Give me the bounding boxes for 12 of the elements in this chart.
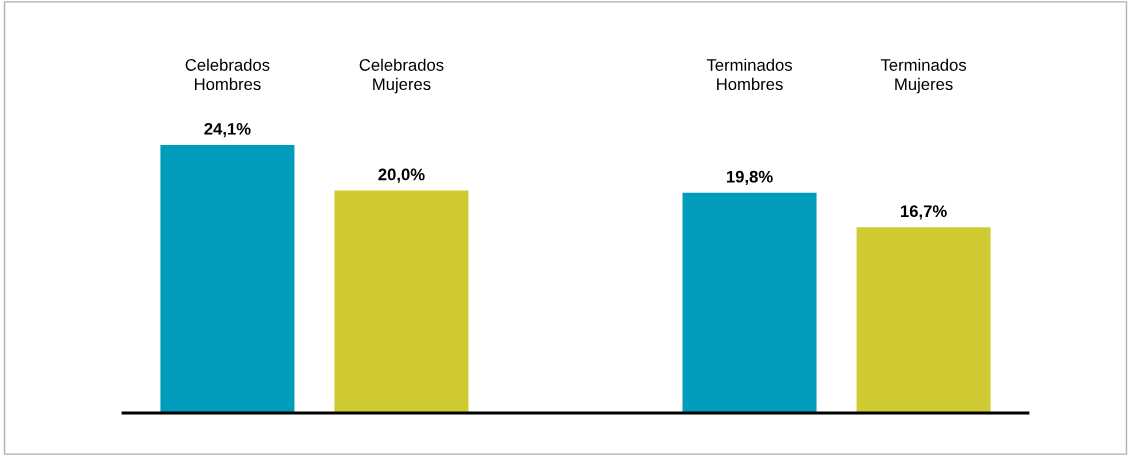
x-tick-label: Celebrados Hombres xyxy=(185,58,270,91)
data-label: 20,0% xyxy=(378,168,425,183)
x-tick-label: Terminados Mujeres xyxy=(880,58,967,94)
data-label: 16,7% xyxy=(901,205,947,220)
data-label: 24,1% xyxy=(204,122,251,138)
bar xyxy=(160,145,295,413)
x-tick-label: Celebrados Mujeres xyxy=(359,58,444,94)
bar xyxy=(334,190,469,413)
x-tick-label: Terminados Hombres xyxy=(706,58,793,91)
bar xyxy=(682,192,817,413)
data-label: 19,8% xyxy=(726,170,773,185)
bar xyxy=(856,227,991,413)
